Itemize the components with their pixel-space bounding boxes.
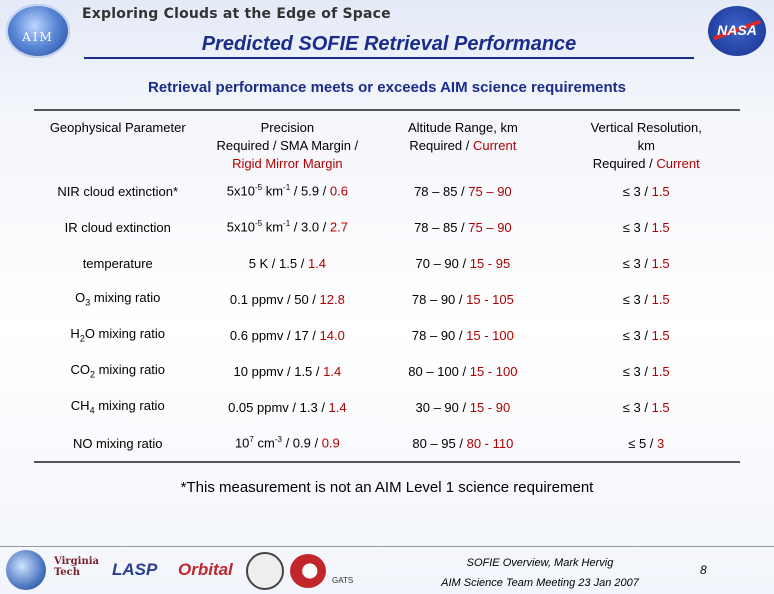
cell-vertical-resolution: ≤ 3 / 1.5 (622, 399, 670, 415)
footer-info: SOFIE Overview, Mark Hervig AIM Science … (420, 553, 660, 593)
aim-logo: AIM (6, 4, 70, 58)
cell-precision: 10 ppmv / 1.5 / 1.4 (233, 363, 342, 379)
cell-precision: 0.1 ppmv / 50 / 12.8 (229, 291, 345, 307)
cell-parameter: IR cloud extinction (64, 219, 171, 235)
cell-parameter: CO2 mixing ratio (70, 362, 166, 380)
cell-precision: 0.6 ppmv / 17 / 14.0 (229, 327, 345, 343)
tagline: Exploring Clouds at the Edge of Space (82, 6, 391, 22)
table-row: O3 mixing ratio 0.1 ppmv / 50 / 12.8 78 … (34, 281, 740, 317)
table-row: CO2 mixing ratio 10 ppmv / 1.5 / 1.4 80 … (34, 353, 740, 389)
cell-altitude: 80 – 100 / 15 - 100 (408, 363, 518, 379)
university-seal-icon (246, 552, 284, 590)
performance-table: Geophysical Parameter Precision Required… (34, 109, 740, 463)
header: AIM Exploring Clouds at the Edge of Spac… (0, 0, 774, 62)
cell-vertical-resolution: ≤ 3 / 1.5 (622, 291, 670, 307)
header-altitude: Altitude Range, km Required / Current (407, 120, 518, 153)
gats-logo-text: GATS (332, 576, 354, 585)
cell-precision: 107 cm-3 / 0.9 / 0.9 (234, 435, 340, 451)
cell-parameter: temperature (82, 255, 153, 271)
cell-precision: 5 K / 1.5 / 1.4 (248, 255, 327, 271)
cell-altitude: 78 – 85 / 75 – 90 (414, 219, 512, 235)
page-title: Predicted SOFIE Retrieval Performance (201, 33, 577, 55)
header-vertical-resolution: Vertical Resolution, km Required / Curre… (590, 120, 702, 171)
cell-altitude: 78 – 85 / 75 – 90 (414, 183, 512, 199)
cell-parameter: H2O mixing ratio (70, 326, 166, 344)
cell-altitude: 78 – 90 / 15 - 105 (411, 291, 514, 307)
lasp-logo: LASP (112, 560, 158, 579)
cell-vertical-resolution: ≤ 3 / 1.5 (622, 183, 670, 199)
gats-logo-icon (290, 554, 326, 588)
cell-parameter: O3 mixing ratio (75, 290, 161, 308)
cell-precision: 0.05 ppmv / 1.3 / 1.4 (228, 399, 347, 415)
orbital-logo: Orbital (178, 560, 233, 579)
virginia-tech-logo: Virginia Tech (54, 556, 99, 578)
globe-logo-icon (6, 550, 46, 590)
cell-vertical-resolution: ≤ 3 / 1.5 (622, 363, 670, 379)
table-row: NIR cloud extinction* 5x10-5 km-1 / 5.9 … (34, 173, 740, 209)
table-row: CH4 mixing ratio 0.05 ppmv / 1.3 / 1.4 3… (34, 389, 740, 425)
page-number: 8 (700, 563, 707, 577)
table-row: IR cloud extinction 5x10-5 km-1 / 3.0 / … (34, 209, 740, 245)
sponsor-logos: Virginia Tech LASP Orbital GATS (6, 550, 366, 590)
cell-parameter: NIR cloud extinction* (57, 183, 179, 199)
aim-logo-text: AIM (22, 30, 54, 44)
cell-vertical-resolution: ≤ 3 / 1.5 (622, 327, 670, 343)
footer-presenter: SOFIE Overview, Mark Hervig (466, 557, 614, 569)
footnote: *This measurement is not an AIM Level 1 … (180, 479, 594, 496)
cell-parameter: CH4 mixing ratio (70, 398, 165, 416)
subtitle: Retrieval performance meets or exceeds A… (148, 79, 626, 96)
table-header-row: Geophysical Parameter Precision Required… (34, 110, 740, 173)
cell-vertical-resolution: ≤ 3 / 1.5 (622, 219, 670, 235)
footer-divider (0, 546, 774, 547)
nasa-logo-text: NASA (717, 22, 757, 38)
table-row: H2O mixing ratio 0.6 ppmv / 17 / 14.0 78… (34, 317, 740, 353)
cell-precision: 5x10-5 km-1 / 3.0 / 2.7 (226, 219, 348, 235)
cell-altitude: 70 – 90 / 15 - 95 (415, 255, 511, 271)
cell-altitude: 80 – 95 / 80 - 110 (412, 435, 514, 451)
cell-altitude: 78 – 90 / 15 - 100 (411, 327, 514, 343)
table-row: NO mixing ratio 107 cm-3 / 0.9 / 0.9 80 … (34, 425, 740, 462)
cell-vertical-resolution: ≤ 3 / 1.5 (622, 255, 670, 271)
nasa-logo: NASA (708, 6, 766, 56)
cell-parameter: NO mixing ratio (72, 435, 163, 451)
footer-meeting: AIM Science Team Meeting 23 Jan 2007 (441, 577, 639, 589)
table-row: temperature 5 K / 1.5 / 1.4 70 – 90 / 15… (34, 245, 740, 281)
header-parameter: Geophysical Parameter (49, 120, 186, 135)
title-underline (84, 57, 694, 59)
cell-precision: 5x10-5 km-1 / 5.9 / 0.6 (226, 183, 348, 199)
cell-vertical-resolution: ≤ 5 / 3 (628, 435, 665, 451)
header-precision: Precision Required / SMA Margin / Rigid … (216, 120, 359, 171)
cell-altitude: 30 – 90 / 15 - 90 (415, 399, 511, 415)
